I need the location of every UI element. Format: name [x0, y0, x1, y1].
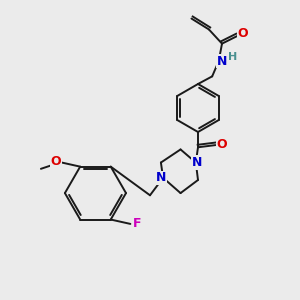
Text: F: F	[133, 218, 141, 230]
Text: O: O	[237, 27, 248, 40]
Text: N: N	[217, 55, 227, 68]
Text: O: O	[51, 155, 62, 168]
Text: O: O	[217, 137, 227, 151]
Text: H: H	[228, 52, 238, 62]
Text: N: N	[192, 156, 202, 169]
Text: N: N	[156, 171, 166, 184]
